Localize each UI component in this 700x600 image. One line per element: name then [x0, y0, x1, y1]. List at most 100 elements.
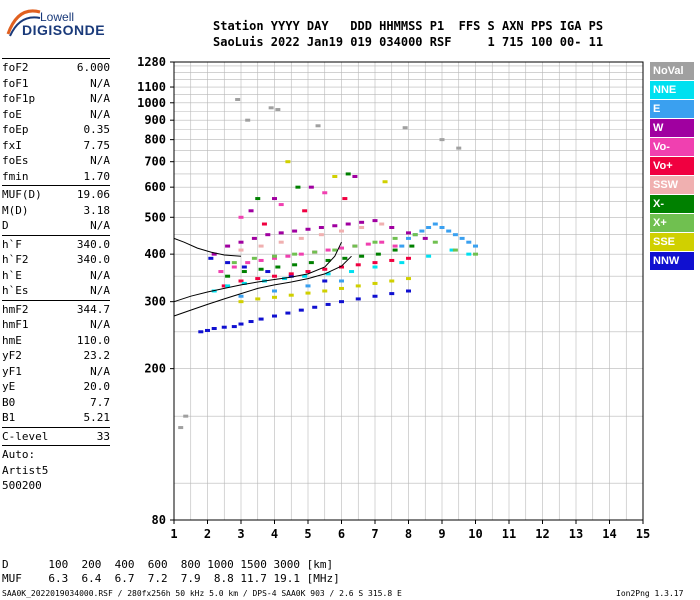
data-point-x-: [241, 270, 247, 274]
parameter-value: 19.06: [76, 188, 110, 201]
parameter-name: foE: [2, 107, 22, 121]
x-tick-label: 8: [405, 527, 412, 541]
data-point-x+: [332, 248, 338, 252]
data-point-vo+: [372, 261, 378, 265]
data-point-sse: [322, 289, 328, 293]
parameter-name: D: [2, 219, 9, 232]
x-tick-label: 4: [271, 527, 278, 541]
data-point-vo-: [298, 252, 304, 256]
data-point-x+: [231, 261, 237, 265]
data-point-ssw: [318, 233, 324, 237]
data-point-vo+: [389, 258, 395, 262]
data-point-x+: [272, 254, 277, 258]
parameter-value: N/A: [90, 154, 110, 167]
parameter-row: foF1p N/A: [2, 91, 110, 107]
data-point-w: [305, 227, 311, 231]
parameter-row: foEs N/A: [2, 153, 110, 169]
data-point-w: [345, 222, 351, 226]
parameter-name: h`F: [2, 237, 22, 251]
data-point-vo-: [339, 246, 344, 250]
data-point-x-: [275, 265, 281, 269]
parameter-name: foF1: [2, 76, 29, 90]
parameter-value: 7.7: [90, 395, 110, 409]
parameter-name: hmF2: [2, 302, 29, 316]
data-point-e: [339, 279, 344, 283]
separator: [2, 185, 110, 186]
header-values: SaoLuis 2022 Jan19 019 034000 RSF 1 715 …: [213, 35, 604, 49]
data-point-vo+: [322, 267, 328, 271]
data-point-x+: [473, 252, 478, 256]
data-point-w: [422, 236, 428, 240]
x-tick-label: 3: [237, 527, 244, 541]
data-point-x-: [345, 172, 351, 176]
data-point-nnw: [211, 327, 217, 331]
data-point-vo+: [221, 284, 227, 288]
data-point-vo+: [288, 272, 294, 276]
profile-trace: [173, 255, 352, 317]
parameter-row: foE N/A: [2, 107, 110, 123]
parameter-name: h`Es: [2, 284, 29, 297]
data-point-ssw: [238, 248, 244, 252]
legend-item: SSW: [650, 176, 694, 194]
footer-source: SAA0K_2022019034000.RSF / 280fx256h 50 k…: [2, 589, 402, 598]
parameter-value: 344.7: [76, 302, 110, 316]
parameter-value: N/A: [90, 364, 110, 378]
data-point-w: [265, 233, 271, 237]
legend-item: X-: [650, 195, 694, 213]
data-point-ssw: [339, 229, 344, 233]
data-point-nnw: [325, 302, 331, 306]
parameter-group: h`F 340.0 h`F2 340.0 h`E N/A h`Es N/A: [2, 237, 110, 299]
autoscale-artist: Artist5: [2, 463, 49, 477]
data-point-noval: [235, 98, 241, 102]
data-point-e: [459, 236, 465, 240]
data-point-w: [308, 185, 314, 189]
parameter-name: h`F2: [2, 253, 29, 266]
legend-item: Vo+: [650, 157, 694, 175]
data-point-ssw: [258, 244, 264, 248]
autoscale-code: 500200: [2, 479, 42, 492]
parameter-name: foF1p: [2, 92, 36, 105]
data-point-x+: [432, 240, 438, 244]
x-tick-label: 2: [204, 527, 211, 541]
parameter-row: h`E N/A: [2, 268, 110, 284]
data-point-vo-: [231, 265, 237, 269]
data-point-w: [332, 224, 338, 228]
data-point-nnw: [272, 314, 277, 318]
data-point-noval: [315, 124, 321, 128]
data-point-nnw: [225, 261, 231, 265]
legend-item: NoVal: [650, 62, 694, 80]
legend-item: NNE: [650, 81, 694, 99]
polarization-legend: NoVal NNE E W Vo- Vo+ SSW X- X+ SSE NNW: [650, 62, 694, 271]
profile-trace: [173, 241, 342, 303]
legend-item: E: [650, 100, 694, 118]
y-tick-label: 200: [144, 362, 166, 376]
separator: [2, 426, 110, 428]
parameter-value: N/A: [90, 318, 110, 331]
parameter-value: 6.000: [76, 61, 110, 74]
data-point-e: [419, 229, 425, 233]
x-tick-label: 14: [602, 527, 616, 541]
separator: [2, 299, 110, 301]
parameter-row: fxI 7.75: [2, 138, 110, 154]
parameter-value: 23.2: [83, 349, 111, 362]
data-point-noval: [456, 146, 462, 150]
data-point-x-: [392, 248, 398, 252]
data-point-sse: [305, 291, 311, 295]
separator: [2, 234, 110, 236]
data-point-nne: [282, 277, 288, 281]
data-point-vo-: [272, 256, 277, 260]
data-point-ssw: [379, 222, 385, 226]
separator: [2, 58, 110, 59]
data-point-e: [446, 229, 452, 233]
parameter-row: hmF2 344.7: [2, 302, 110, 318]
parameter-name: B1: [2, 411, 16, 424]
y-tick-label: 600: [144, 180, 166, 194]
chart-traces: [173, 237, 352, 317]
data-point-x-: [225, 274, 231, 278]
data-point-noval: [245, 118, 251, 122]
data-point-e: [406, 236, 411, 240]
data-point-x-: [295, 185, 301, 189]
y-tick-label: 400: [144, 247, 166, 261]
parameter-name: MUF(D): [2, 188, 42, 201]
